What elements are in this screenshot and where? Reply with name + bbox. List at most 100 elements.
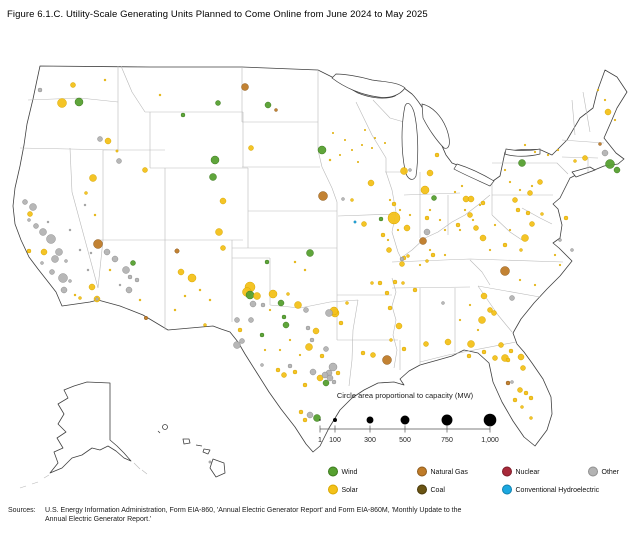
unit-bubble-solar (173, 308, 177, 312)
unit-bubble-solar (78, 296, 82, 300)
unit-bubble-other (326, 374, 334, 382)
unit-bubble-other (287, 363, 293, 369)
unit-bubble-solar (356, 160, 360, 164)
unit-bubble-solar (292, 369, 298, 375)
unit-bubble-solar (399, 261, 405, 267)
unit-bubble-solar (426, 169, 434, 177)
unit-bubble-other (125, 286, 133, 294)
legend-swatch-wind (328, 466, 338, 477)
unit-bubble-solar (443, 253, 447, 257)
unit-bubble-solar (466, 353, 472, 359)
unit-bubble-solar (520, 405, 524, 409)
hawaii-outline (157, 424, 226, 478)
unit-bubble-solar (73, 293, 77, 297)
unit-bubble-solar (434, 152, 440, 158)
unit-bubble-solar (288, 338, 292, 342)
size-legend-circle (319, 419, 321, 421)
unit-bubble-other (234, 317, 240, 323)
unit-bubble-other (39, 228, 47, 236)
unit-bubble-other (51, 255, 59, 263)
unit-bubble-solar (528, 395, 534, 401)
size-legend-circle (483, 413, 497, 427)
size-legend-value: 1 (318, 437, 322, 444)
unit-bubble-other (303, 307, 309, 313)
unit-bubble-solar (138, 298, 142, 302)
unit-bubble-solar (40, 248, 48, 256)
unit-bubble-solar (298, 353, 302, 357)
unit-bubble-solar (268, 308, 272, 312)
unit-bubble-gas (598, 142, 602, 146)
unit-bubble-wind (130, 260, 136, 266)
unit-bubble-solar (398, 208, 402, 212)
unit-bubble-solar (613, 118, 617, 122)
unit-bubble-wind (215, 100, 221, 106)
unit-bubble-other (29, 203, 37, 211)
unit-bubble-other (248, 317, 254, 323)
unit-bubble-solar (428, 208, 432, 212)
lake-erie (453, 163, 495, 187)
unit-bubble-other (399, 256, 405, 262)
unit-bubble-solar (331, 131, 335, 135)
unit-bubble-solar (115, 149, 119, 153)
lake-superior (331, 73, 406, 98)
sources-text: U.S. Energy Information Administration, … (45, 507, 462, 523)
unit-bubble-solar (473, 225, 479, 231)
unit-bubble-solar (443, 228, 447, 232)
unit-bubble-other (55, 248, 63, 256)
unit-bubble-solar (525, 210, 531, 216)
unit-bubble-other (509, 295, 515, 301)
unit-bubble-solar (335, 370, 341, 376)
unit-bubble-solar (530, 184, 534, 188)
unit-bubble-other (305, 325, 311, 331)
unit-bubble-solar (253, 292, 261, 300)
unit-bubble-other (325, 309, 333, 317)
size-legend-circle (366, 416, 374, 424)
unit-bubble-gas (174, 248, 180, 254)
size-legend-value: 750 (441, 437, 453, 444)
unit-bubble-other (68, 279, 72, 283)
unit-bubble-solar (453, 190, 457, 194)
unit-bubble-solar (406, 254, 410, 258)
unit-bubble-solar (603, 98, 607, 102)
unit-bubble-gas (419, 237, 427, 245)
unit-bubble-solar (573, 159, 577, 163)
unit-bubble-other (260, 363, 264, 367)
unit-bubble-solar (444, 338, 452, 346)
size-legend-value: 500 (399, 437, 411, 444)
unit-bubble-hydro (353, 220, 357, 224)
unit-bubble-other (103, 248, 111, 256)
unit-bubble-solar (455, 222, 461, 228)
unit-bubble-solar (418, 263, 422, 267)
unit-bubble-other (423, 228, 431, 236)
unit-bubble-solar (377, 280, 383, 286)
unit-bubble-solar (425, 259, 429, 263)
unit-bubble-solar (103, 78, 107, 82)
unit-bubble-other (118, 283, 122, 287)
unit-bubble-solar (293, 260, 297, 264)
unit-bubble-wind (74, 97, 84, 107)
unit-bubble-solar (546, 153, 550, 157)
unit-bubble-solar (400, 167, 408, 175)
unit-bubble-solar (281, 372, 287, 378)
unit-bubble-solar (350, 148, 354, 152)
unit-bubble-other (27, 218, 31, 222)
legend-swatch-other (588, 466, 598, 477)
unit-bubble-solar (395, 322, 403, 330)
unit-bubble-other (122, 266, 130, 274)
unit-bubble-solar (493, 223, 497, 227)
unit-bubble-wind (378, 216, 384, 222)
unit-bubble-solar (370, 146, 374, 150)
unit-bubble-solar (319, 353, 325, 359)
unit-bubble-other (309, 337, 315, 343)
unit-bubble-solar (527, 190, 533, 196)
unit-bubble-solar (70, 82, 76, 88)
unit-bubble-solar (480, 292, 488, 300)
legend-swatch-coal (417, 484, 427, 495)
unit-bubble-solar (467, 195, 475, 203)
unit-bubble-solar (508, 348, 514, 354)
unit-bubble-solar (523, 143, 527, 147)
unit-bubble-solar (384, 290, 390, 296)
unit-bubble-solar (237, 327, 243, 333)
unit-bubble-wind (180, 112, 186, 118)
unit-bubble-solar (343, 138, 347, 142)
